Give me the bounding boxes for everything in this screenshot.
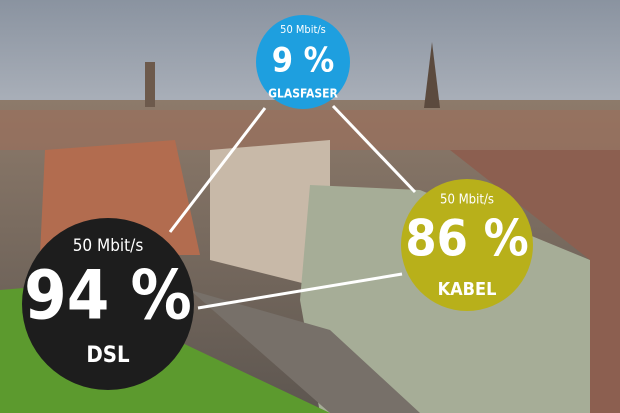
speed: 50 Mbit/s bbox=[440, 193, 494, 208]
share: 94 % bbox=[24, 257, 192, 336]
share: 9 % bbox=[272, 41, 335, 81]
connector bbox=[331, 104, 417, 194]
speed: 50 Mbit/s bbox=[280, 23, 326, 36]
badge-kabel: 50 Mbit/s 86 % KABEL bbox=[401, 179, 533, 311]
label: GLASFASER bbox=[268, 87, 338, 101]
connector-lines bbox=[168, 104, 417, 310]
speed: 50 Mbit/s bbox=[73, 236, 144, 256]
share: 86 % bbox=[405, 210, 528, 268]
badge-circle bbox=[22, 218, 194, 390]
badge-glasfaser: 50 Mbit/s 9 % GLASFASER bbox=[256, 15, 350, 109]
badge-circle bbox=[256, 15, 350, 109]
connector bbox=[168, 107, 267, 233]
badge-dsl: 50 Mbit/s 94 % DSL bbox=[22, 218, 194, 390]
label: KABEL bbox=[438, 279, 497, 300]
connector bbox=[197, 272, 403, 310]
badge-circle bbox=[401, 179, 533, 311]
label: DSL bbox=[86, 343, 130, 368]
